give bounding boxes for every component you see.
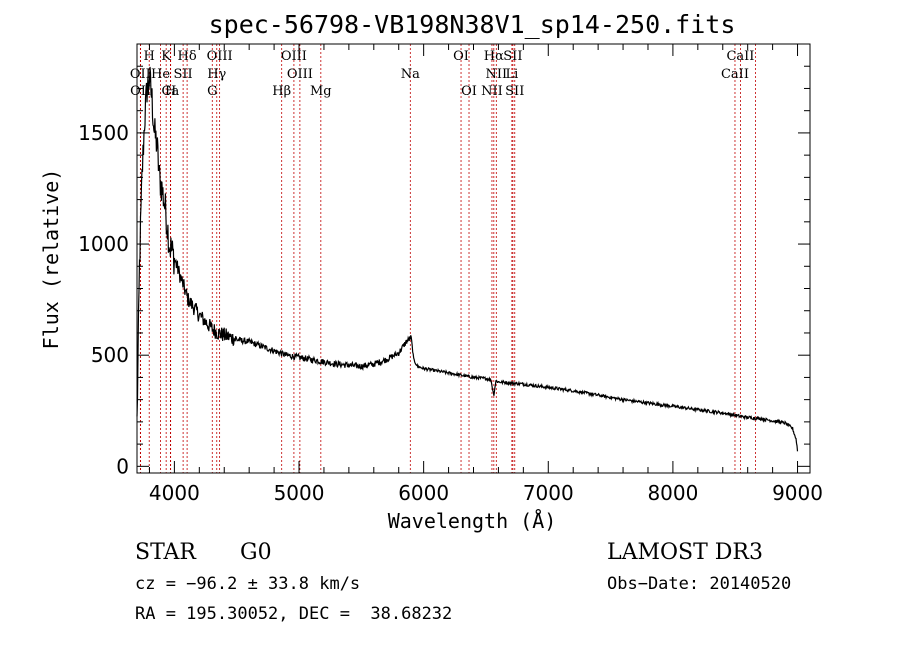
spectral-line-label: G bbox=[207, 84, 217, 99]
spectral-line-label: Ca bbox=[162, 84, 180, 99]
spectral-line-label: SII bbox=[505, 84, 524, 99]
y-tick-label: 1500 bbox=[78, 121, 129, 145]
spectral-line-label: Na bbox=[401, 67, 420, 82]
spectral-line-label: CaII bbox=[741, 0, 769, 4]
spectral-line-label: H bbox=[144, 49, 155, 64]
x-tick-label: 6000 bbox=[398, 481, 449, 505]
object-type: STAR bbox=[135, 540, 196, 565]
spectral-line-label: OIII bbox=[207, 49, 233, 64]
chart-title: spec-56798-VB198N38V1_sp14-250.fits bbox=[209, 10, 736, 39]
x-tick-label: 4000 bbox=[149, 481, 200, 505]
spectral-line-label: OI bbox=[453, 49, 469, 64]
spectral-line-label: OIII bbox=[281, 49, 307, 64]
spectral-line-label: K bbox=[161, 49, 171, 64]
plot-frame bbox=[136, 43, 811, 474]
y-tick-label: 0 bbox=[116, 454, 129, 478]
spectral-line-label: SII bbox=[174, 67, 193, 82]
spectral-line-label: He bbox=[151, 67, 170, 82]
spectral-line-label: Hβ bbox=[272, 84, 291, 99]
spectral-line-label: CaII bbox=[726, 49, 754, 64]
obs-date: Obs−Date: 20140520 bbox=[607, 574, 792, 594]
spectral-line-label: OI bbox=[461, 84, 477, 99]
spectral-line-label: Hα bbox=[484, 49, 504, 64]
x-axis-label: Wavelength (Å) bbox=[388, 509, 557, 533]
spectral-line-label: NII bbox=[485, 67, 507, 82]
spectral-line-label: Mg bbox=[310, 84, 332, 99]
survey-name: LAMOST DR3 bbox=[607, 540, 763, 565]
y-tick-label: 500 bbox=[91, 343, 129, 367]
spectral-line-label: H bbox=[165, 84, 176, 99]
ra-dec: RA = 195.30052, DEC = 38.68232 bbox=[135, 604, 453, 624]
spectral-line-label: Li bbox=[505, 67, 518, 82]
subclass: G0 bbox=[240, 540, 272, 565]
spectrum-line bbox=[136, 66, 799, 452]
x-tick-label: 9000 bbox=[772, 481, 823, 505]
spectral-line-label: OIII bbox=[287, 67, 313, 82]
y-tick-label: 1000 bbox=[78, 232, 129, 256]
spectral-line-label: OII bbox=[130, 67, 151, 82]
spectral-line-label: Hγ bbox=[207, 67, 226, 82]
x-tick-label: 8000 bbox=[647, 481, 698, 505]
spectral-line-label: NII bbox=[481, 84, 503, 99]
redshift-cz: cz = −96.2 ± 33.8 km/s bbox=[135, 574, 361, 594]
y-axis-label: Flux (relative) bbox=[39, 169, 63, 350]
spectral-line-label: SII bbox=[503, 49, 522, 64]
spectral-line-label: CaII bbox=[721, 67, 749, 82]
x-tick-label: 5000 bbox=[274, 481, 325, 505]
spectral-line-label: Hδ bbox=[178, 49, 197, 64]
x-tick-label: 7000 bbox=[523, 481, 574, 505]
